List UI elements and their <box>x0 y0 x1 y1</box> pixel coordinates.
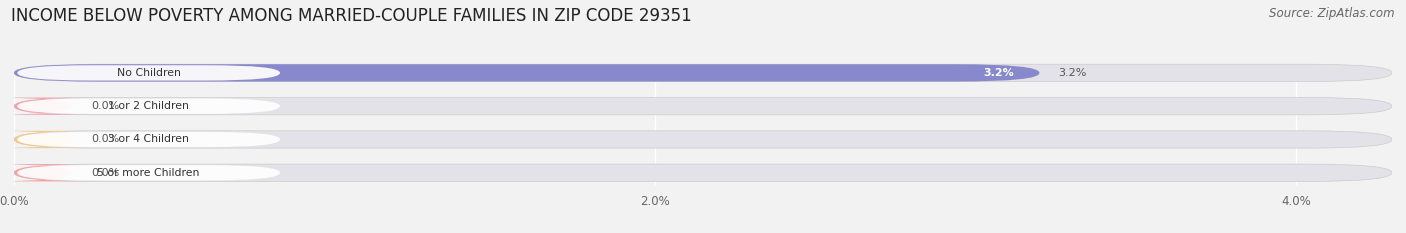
Text: 0.0%: 0.0% <box>91 168 120 178</box>
FancyBboxPatch shape <box>14 64 1392 82</box>
FancyBboxPatch shape <box>14 64 1039 82</box>
Text: 0.0%: 0.0% <box>91 134 120 144</box>
FancyBboxPatch shape <box>0 164 97 182</box>
Text: No Children: No Children <box>117 68 180 78</box>
Text: 5 or more Children: 5 or more Children <box>97 168 200 178</box>
Text: 0.0%: 0.0% <box>91 101 120 111</box>
Text: 3.2%: 3.2% <box>983 68 1014 78</box>
Text: 3.2%: 3.2% <box>1059 68 1087 78</box>
Text: Source: ZipAtlas.com: Source: ZipAtlas.com <box>1270 7 1395 20</box>
FancyBboxPatch shape <box>17 65 280 81</box>
FancyBboxPatch shape <box>0 131 97 148</box>
Text: INCOME BELOW POVERTY AMONG MARRIED-COUPLE FAMILIES IN ZIP CODE 29351: INCOME BELOW POVERTY AMONG MARRIED-COUPL… <box>11 7 692 25</box>
Text: 3 or 4 Children: 3 or 4 Children <box>108 134 188 144</box>
FancyBboxPatch shape <box>17 99 280 114</box>
FancyBboxPatch shape <box>14 131 1392 148</box>
FancyBboxPatch shape <box>14 98 1392 115</box>
FancyBboxPatch shape <box>0 98 97 115</box>
FancyBboxPatch shape <box>17 132 280 147</box>
FancyBboxPatch shape <box>14 164 1392 182</box>
FancyBboxPatch shape <box>17 165 280 180</box>
Text: 1 or 2 Children: 1 or 2 Children <box>108 101 188 111</box>
